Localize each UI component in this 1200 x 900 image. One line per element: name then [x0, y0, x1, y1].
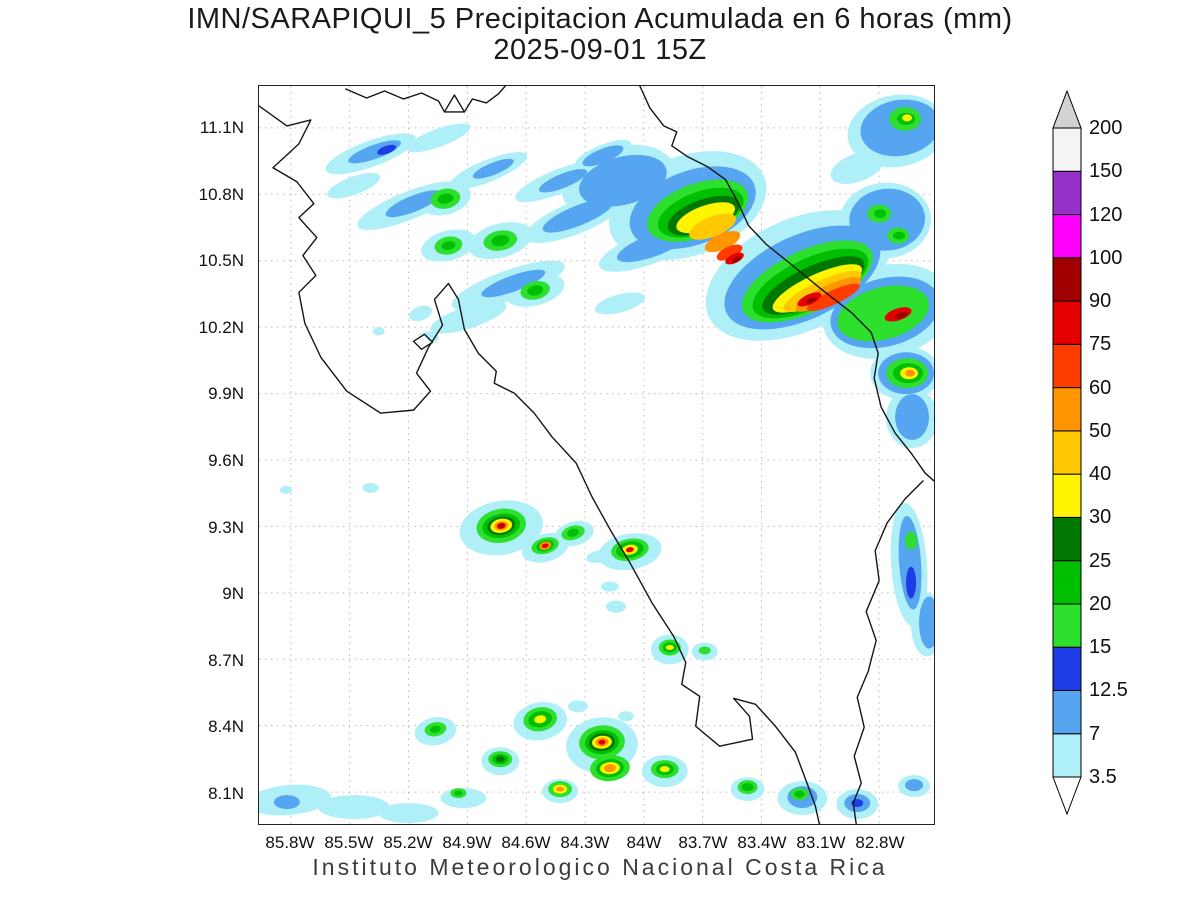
colorbar-level-label: 20: [1089, 592, 1112, 615]
map-canvas: [259, 86, 934, 824]
colorbar-level-label: 3.5: [1089, 766, 1117, 788]
colorbar-segment: [1052, 127, 1082, 172]
lat-tick-label: 10.5N: [198, 251, 244, 271]
precip-level-60: [716, 244, 860, 312]
nicaragua-border: [345, 86, 506, 113]
lon-tick-label: 84.3W: [560, 833, 610, 852]
lat-tick-label: 8.7N: [208, 650, 244, 670]
colorbar-segment: [1052, 560, 1082, 605]
precip-level-7: [273, 99, 934, 813]
colorbar: [1052, 89, 1082, 817]
colorbar-level-label: 90: [1089, 290, 1112, 313]
colorbar-segment: [1052, 257, 1082, 302]
lon-tick-label: 83.7W: [678, 833, 728, 852]
coastline: [259, 86, 934, 824]
colorbar-level-label: 75: [1089, 333, 1112, 356]
lat-tick-label: 8.4N: [208, 717, 244, 737]
latitude-axis: 11.1N 10.8N 10.5N 10.2N 9.9N 9.6N 9.3N 9N 8.7N 8.…: [182, 85, 250, 825]
colorbar-segment: [1052, 646, 1082, 691]
lon-tick-label: 85.8W: [265, 833, 315, 852]
colorbar-segment: [1052, 473, 1082, 518]
colorbar-segment: [1052, 430, 1082, 475]
precip-level-90: [499, 256, 908, 528]
lon-tick-label: 83.1W: [796, 833, 846, 852]
colorbar-level-label: 25: [1089, 549, 1112, 572]
colorbar-segment: [1052, 300, 1082, 345]
colorbar-segment: [1052, 689, 1082, 735]
lon-tick-label: 84.9W: [442, 833, 492, 852]
colorbar-level-label: 120: [1089, 203, 1123, 226]
colorbar-segment: [1052, 214, 1082, 259]
colorbar-segment: [1052, 170, 1082, 216]
lon-tick-label: 84W: [626, 833, 662, 852]
pacific-coastline: [259, 105, 821, 824]
chira-island: [412, 333, 434, 350]
lat-tick-label: 9.3N: [208, 517, 244, 537]
colorbar-segment: [1052, 343, 1082, 389]
colorbar-arrow-below: [1052, 776, 1082, 816]
border-triangle-feature: [443, 94, 466, 113]
lat-tick-label: 9.9N: [208, 384, 244, 404]
colorbar-level-label: 100: [1089, 246, 1123, 269]
colorbar-labels: 200 150 120 100 90 75 60 50 40 30 25 20 15 12.5 7 3.5: [1089, 90, 1159, 817]
colorbar-segment: [1052, 516, 1082, 562]
caribbean-coastline: [639, 86, 934, 482]
colorbar-svg: [1052, 89, 1082, 816]
colorbar-segment: [1052, 733, 1082, 778]
lon-tick-label: 82.8W: [855, 833, 905, 852]
colorbar-level-label: 40: [1089, 463, 1112, 486]
footer-institution: Instituto Meteorologico Nacional Costa R…: [312, 854, 888, 880]
lat-tick-label: 9N: [222, 584, 244, 604]
colorbar-level-label: 60: [1089, 376, 1112, 399]
colorbar-segment: [1052, 387, 1082, 432]
lat-tick-label: 8.1N: [208, 784, 244, 803]
panama-border: [852, 480, 924, 824]
colorbar-level-label: 15: [1089, 636, 1112, 659]
colorbar-level-label: 7: [1089, 722, 1101, 745]
colorbar-level-label: 30: [1089, 506, 1112, 529]
precip-contours: [259, 94, 934, 824]
colorbar-level-label: 150: [1089, 160, 1123, 183]
colorbar-arrow-above: [1052, 89, 1082, 129]
colorbar-level-label: 200: [1089, 117, 1123, 139]
colorbar-level-label: 12.5: [1089, 679, 1128, 702]
longitude-axis: 85.8W 85.5W 85.2W 84.9W 84.6W 84.3W 84W 83.7W 83…: [258, 831, 935, 853]
map-plot-frame: [258, 85, 935, 825]
lat-tick-label: 10.8N: [198, 184, 244, 204]
colorbar-level-label: 50: [1089, 419, 1112, 442]
lon-tick-label: 85.5W: [324, 833, 374, 852]
colorbar-segment: [1052, 603, 1082, 648]
lat-tick-label: 10.2N: [198, 317, 244, 337]
lon-tick-label: 83.4W: [737, 833, 787, 852]
lat-tick-label: 11.1N: [199, 118, 244, 137]
plot-title: IMN/SARAPIQUI_5 Precipitacion Acumulada …: [187, 3, 1013, 35]
lon-tick-label: 84.6W: [501, 833, 551, 852]
plot-subtitle-datetime: 2025-09-01 15Z: [493, 34, 707, 66]
lat-tick-label: 9.6N: [208, 451, 244, 470]
lon-tick-label: 85.2W: [383, 833, 433, 852]
